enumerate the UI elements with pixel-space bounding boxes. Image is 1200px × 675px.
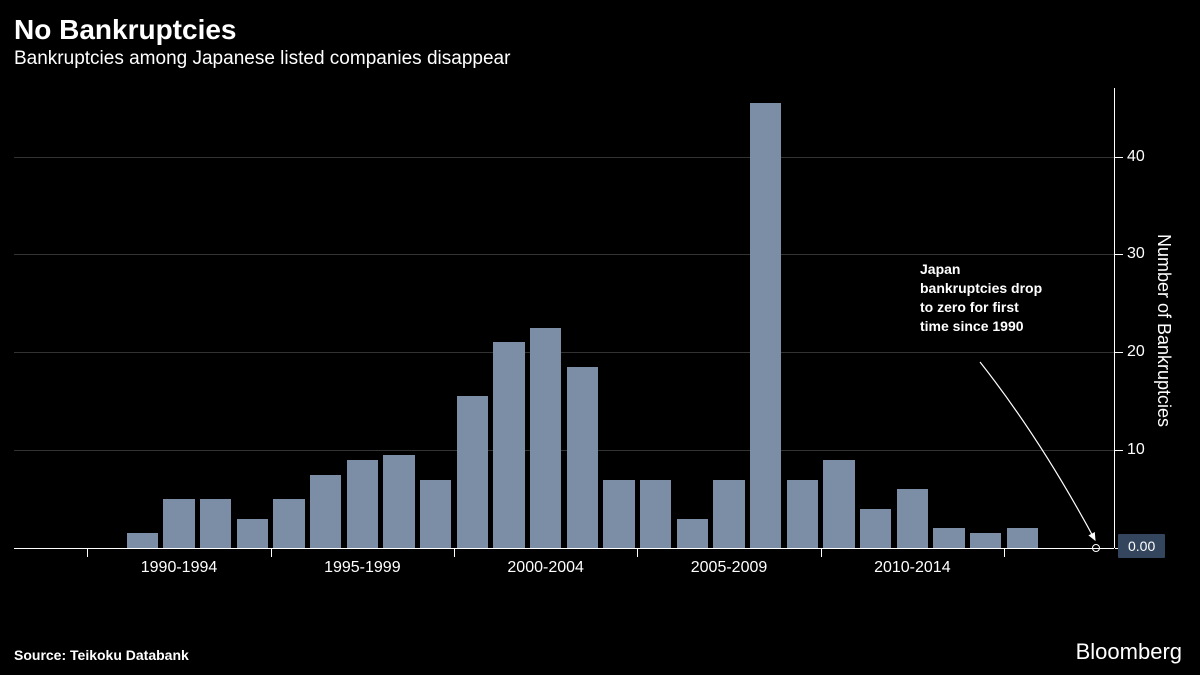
x-tick-label: 2005-2009 — [691, 559, 768, 577]
bar — [897, 489, 929, 548]
x-tick-label: 2000-2004 — [507, 559, 584, 577]
bar — [640, 480, 672, 549]
bar — [713, 480, 745, 549]
bar — [933, 528, 965, 548]
bar — [970, 533, 1002, 548]
annotation-text: Japan bankruptcies drop to zero for firs… — [920, 260, 1050, 336]
bar — [347, 460, 379, 548]
bar — [567, 367, 599, 548]
bar — [273, 499, 305, 548]
bar — [200, 499, 232, 548]
gridline — [14, 254, 1114, 255]
x-tick — [271, 549, 272, 557]
x-tick — [87, 549, 88, 557]
bar — [457, 396, 489, 548]
x-axis: 1990-1994 1995-1999 2000-2004 2005-2009 2010… — [14, 548, 1114, 578]
y-axis-title: Number of Bankruptcies — [1153, 234, 1174, 427]
bar — [823, 460, 855, 548]
chart-subtitle: Bankruptcies among Japanese listed compa… — [0, 48, 1200, 70]
bar — [163, 499, 195, 548]
x-tick — [454, 549, 455, 557]
bar — [1007, 528, 1039, 548]
bar — [787, 480, 819, 549]
bar — [677, 519, 709, 548]
gridline — [14, 450, 1114, 451]
y-tick-label: 20 — [1127, 343, 1145, 361]
y-tick-label: 30 — [1127, 245, 1145, 263]
y-axis: 10 20 30 40 — [1114, 88, 1142, 548]
bar — [383, 455, 415, 548]
bar — [237, 519, 269, 548]
x-tick — [637, 549, 638, 557]
bar — [603, 480, 635, 549]
chart-title: No Bankruptcies — [0, 0, 1200, 48]
x-tick-label: 1990-1994 — [141, 559, 218, 577]
gridline — [14, 157, 1114, 158]
bar — [493, 342, 525, 548]
x-tick-label: 1995-1999 — [324, 559, 401, 577]
y-tick — [1115, 450, 1123, 451]
source-text: Source: Teikoku Databank — [14, 647, 189, 663]
x-tick — [1004, 549, 1005, 557]
x-tick — [821, 549, 822, 557]
y-tick — [1115, 157, 1123, 158]
y-tick — [1115, 254, 1123, 255]
bar — [860, 509, 892, 548]
y-tick-label: 40 — [1127, 148, 1145, 166]
bar — [530, 328, 562, 548]
gridline — [14, 352, 1114, 353]
bar — [310, 475, 342, 548]
y-tick-label: 10 — [1127, 441, 1145, 459]
bar — [420, 480, 452, 549]
x-tick-label: 2010-2014 — [874, 559, 951, 577]
y-tick — [1115, 352, 1123, 353]
bar — [127, 533, 159, 548]
zero-badge: 0.00 — [1118, 534, 1165, 558]
bar — [750, 103, 782, 548]
brand-text: Bloomberg — [1076, 639, 1182, 665]
